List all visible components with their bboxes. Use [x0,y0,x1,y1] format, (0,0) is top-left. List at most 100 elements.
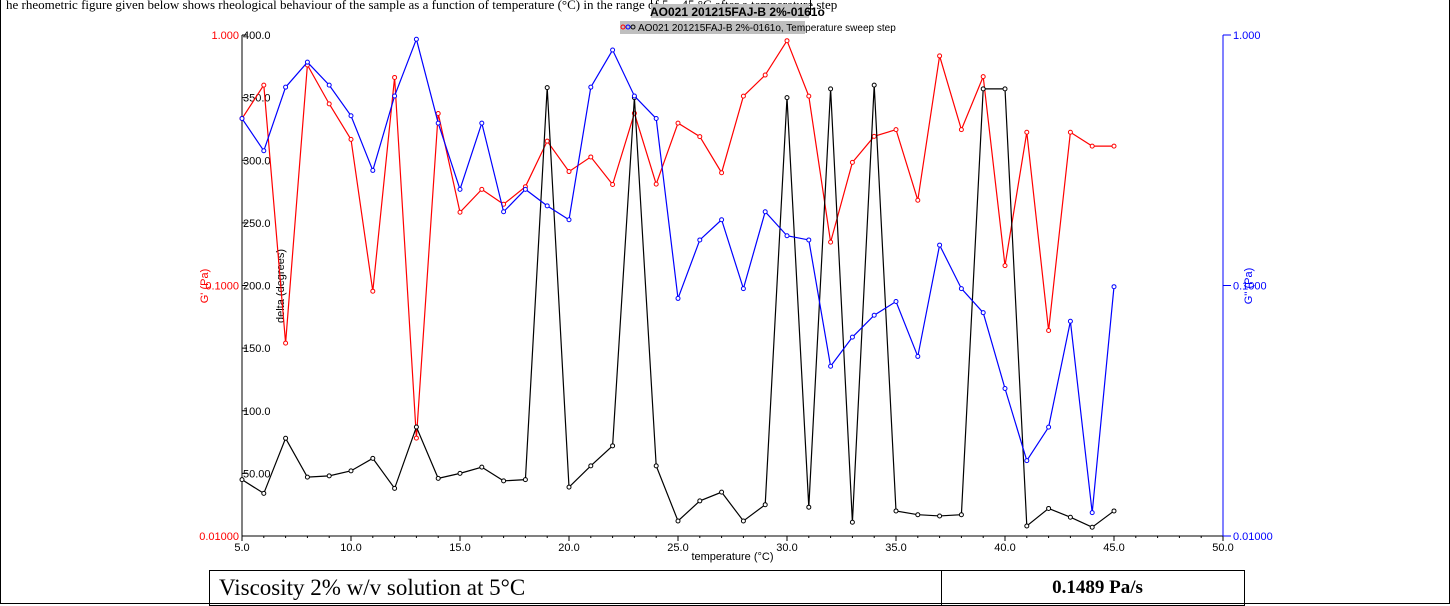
data-point [697,498,703,504]
data-point [871,82,877,88]
data-point [457,186,463,192]
data-point [501,209,507,215]
data-point [326,101,332,107]
data-point [566,217,572,223]
data-point [719,489,725,495]
g-prime-tick-label: 0.1000 [205,281,239,293]
data-point [719,170,725,176]
data-point [958,127,964,133]
data-point [980,310,986,316]
data-point [610,47,616,53]
data-point [719,217,725,223]
data-point [566,484,572,490]
data-point [304,474,310,480]
table-row: Viscosity 2% w/v solution at 5°C 0.1489 … [209,570,1245,606]
g-double-prime-tick-label: 0.01000 [1233,531,1273,543]
data-point [1067,514,1073,520]
data-point [522,477,528,483]
data-point [544,203,550,209]
data-point [828,363,834,369]
data-point [1024,523,1030,529]
data-point [392,93,398,99]
data-point [828,239,834,245]
data-point [479,464,485,470]
legend-g-prime-marker [620,24,626,30]
data-point [631,93,637,99]
data-point [937,53,943,59]
data-point [479,120,485,126]
data-point [915,512,921,518]
data-point [261,148,267,154]
data-point [588,84,594,90]
data-point [1002,263,1008,269]
data-point [435,120,441,126]
x-tick-label: 5.0 [234,542,249,554]
data-point [544,85,550,91]
data-point [849,334,855,340]
g-double-prime-axis-label: G'' (Pa) [1243,268,1255,305]
delta-tick-label: 250.0 [243,218,271,230]
data-point [1089,143,1095,149]
series-line [241,85,1115,528]
data-point [283,435,289,441]
data-point [937,513,943,519]
data-point [893,508,899,514]
intro-text: he rheometric figure given below shows r… [6,0,838,12]
data-point [980,86,986,92]
data-point [1111,508,1117,514]
data-point [348,113,354,119]
data-point [828,86,834,92]
delta-tick-label: 400.0 [243,30,271,42]
data-point [937,242,943,248]
viscosity-value-cell: 0.1489 Pa/s [941,570,1245,606]
data-point [413,36,419,42]
data-point [675,295,681,301]
data-point [915,197,921,203]
g-prime-tick-label: 0.01000 [199,531,239,543]
chart-title: AO021 201215FAJ-B 2%-0161o [650,5,825,19]
data-point [958,512,964,518]
data-point [435,475,441,481]
data-point [871,133,877,139]
data-point [1089,524,1095,530]
data-point [784,38,790,44]
data-point [457,209,463,215]
x-tick-label: 15.0 [449,542,470,554]
delta-tick-label: 300.0 [243,155,271,167]
data-point [610,443,616,449]
data-point [413,435,419,441]
data-point [849,519,855,525]
chart-title-background [651,4,809,18]
data-point [697,237,703,243]
data-point [740,518,746,524]
data-point [784,95,790,101]
delta-tick-label: 350.0 [243,93,271,105]
data-point [588,154,594,160]
data-point [239,116,245,122]
x-tick-label: 20.0 [558,542,579,554]
data-point [283,340,289,346]
data-point [762,72,768,78]
data-point [566,169,572,175]
data-point [239,477,245,483]
data-point [1046,424,1052,430]
data-point [762,502,768,508]
data-point [740,93,746,99]
data-point [348,136,354,142]
legend-g-double-prime-marker [625,24,631,30]
data-point [1002,385,1008,391]
data-point [457,470,463,476]
data-point [610,182,616,188]
data-point [1067,129,1073,135]
data-point [370,167,376,173]
delta-tick-label: 50.00 [243,468,271,480]
g-double-prime-tick-label: 1.000 [1233,30,1261,42]
data-point [1002,86,1008,92]
delta-tick-label: 200.0 [243,281,271,293]
viscosity-label-cell: Viscosity 2% w/v solution at 5°C [209,570,942,606]
data-point [806,504,812,510]
data-point [348,468,354,474]
data-point [762,209,768,215]
data-point [980,74,986,80]
data-point [544,138,550,144]
